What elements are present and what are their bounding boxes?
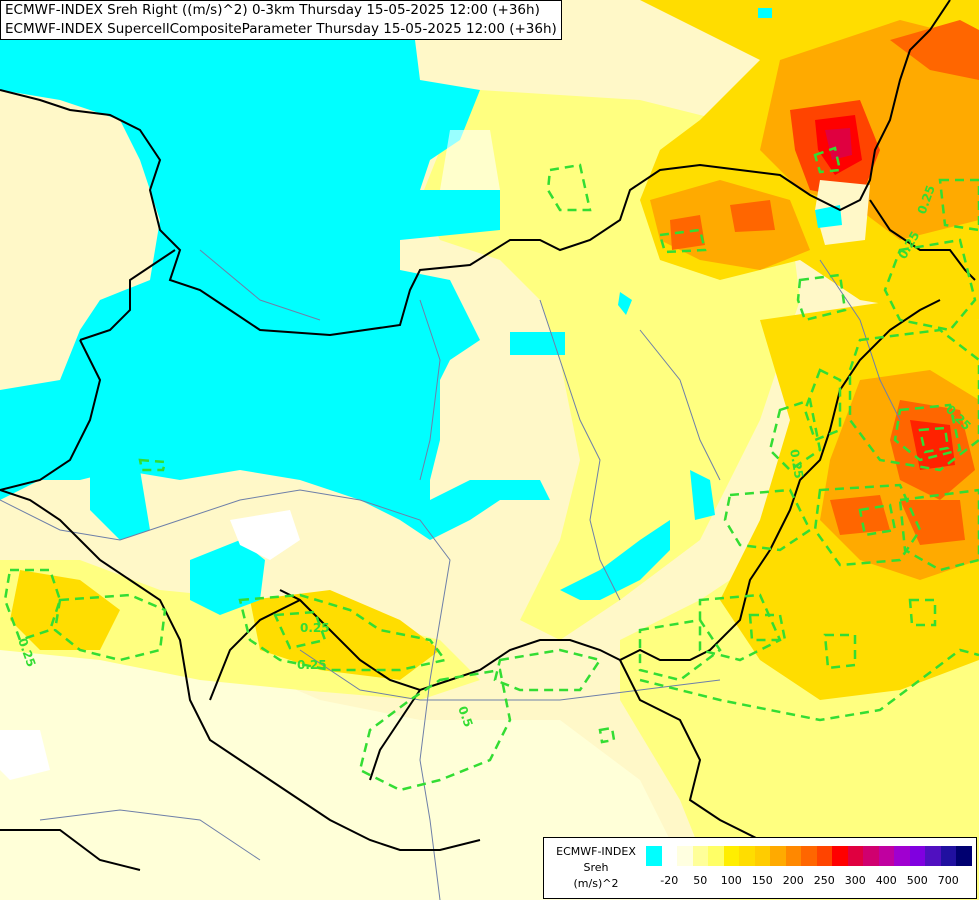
legend-title: ECMWF-INDEX Sreh (m/s)^2: [548, 844, 644, 892]
legend-swatch: [677, 846, 693, 866]
country-borders: [0, 0, 976, 871]
legend-tick-label: 700: [937, 874, 959, 887]
legend-swatch: [940, 846, 957, 866]
legend-tick-label: 100: [720, 874, 742, 887]
legend-tick-label: 150: [751, 874, 773, 887]
contour-label: 0.5: [455, 704, 475, 729]
rivers: [0, 249, 901, 900]
header-line-scp: ECMWF-INDEX SupercellCompositeParameter …: [5, 21, 557, 37]
legend-swatch: [754, 846, 771, 866]
legend-tick-label: -20: [660, 874, 679, 887]
legend-swatch: [692, 846, 709, 866]
map-header: ECMWF-INDEX Sreh Right ((m/s)^2) 0-3km T…: [0, 0, 562, 40]
legend-title-line2: Sreh: [583, 861, 609, 874]
header-line-sreh: ECMWF-INDEX Sreh Right ((m/s)^2) 0-3km T…: [5, 2, 540, 18]
legend-swatch: [816, 846, 833, 866]
legend-swatch: [909, 846, 926, 866]
contour-label: 0.25: [300, 621, 330, 635]
legend-swatch: [785, 846, 802, 866]
color-legend: ECMWF-INDEX Sreh (m/s)^2 -20 50 100 150 200 2…: [543, 837, 977, 899]
legend-title-line1: ECMWF-INDEX: [556, 845, 636, 858]
legend-tick-label: 250: [813, 874, 835, 887]
legend-swatch: [646, 846, 662, 866]
legend-swatch: [847, 846, 864, 866]
legend-swatch: [708, 846, 724, 866]
sreh-white-patches: [0, 130, 500, 780]
legend-tick-label: 50: [693, 874, 708, 887]
legend-swatch: [739, 846, 755, 866]
legend-tick-label: 200: [782, 874, 804, 887]
sreh-cyan-areas: [0, 0, 772, 615]
legend-tick-label: 500: [906, 874, 928, 887]
legend-tick-label: 400: [875, 874, 897, 887]
scp-contours: [3, 146, 979, 792]
legend-swatch: [801, 846, 817, 866]
legend-swatch: [863, 846, 879, 866]
contour-label: 0.25: [297, 658, 327, 672]
legend-swatch: [956, 846, 972, 866]
legend-swatch: [723, 846, 740, 866]
legend-swatch: [832, 846, 848, 866]
legend-swatch: [661, 846, 678, 866]
legend-unit: (m/s)^2: [573, 877, 619, 890]
legend-swatch: [925, 846, 941, 866]
legend-swatch: [894, 846, 910, 866]
legend-swatch: [878, 846, 895, 866]
legend-tick-label: 300: [844, 874, 866, 887]
legend-swatch: [770, 846, 786, 866]
sreh-red-areas: [670, 20, 979, 545]
contour-label: 0.25: [787, 448, 806, 480]
